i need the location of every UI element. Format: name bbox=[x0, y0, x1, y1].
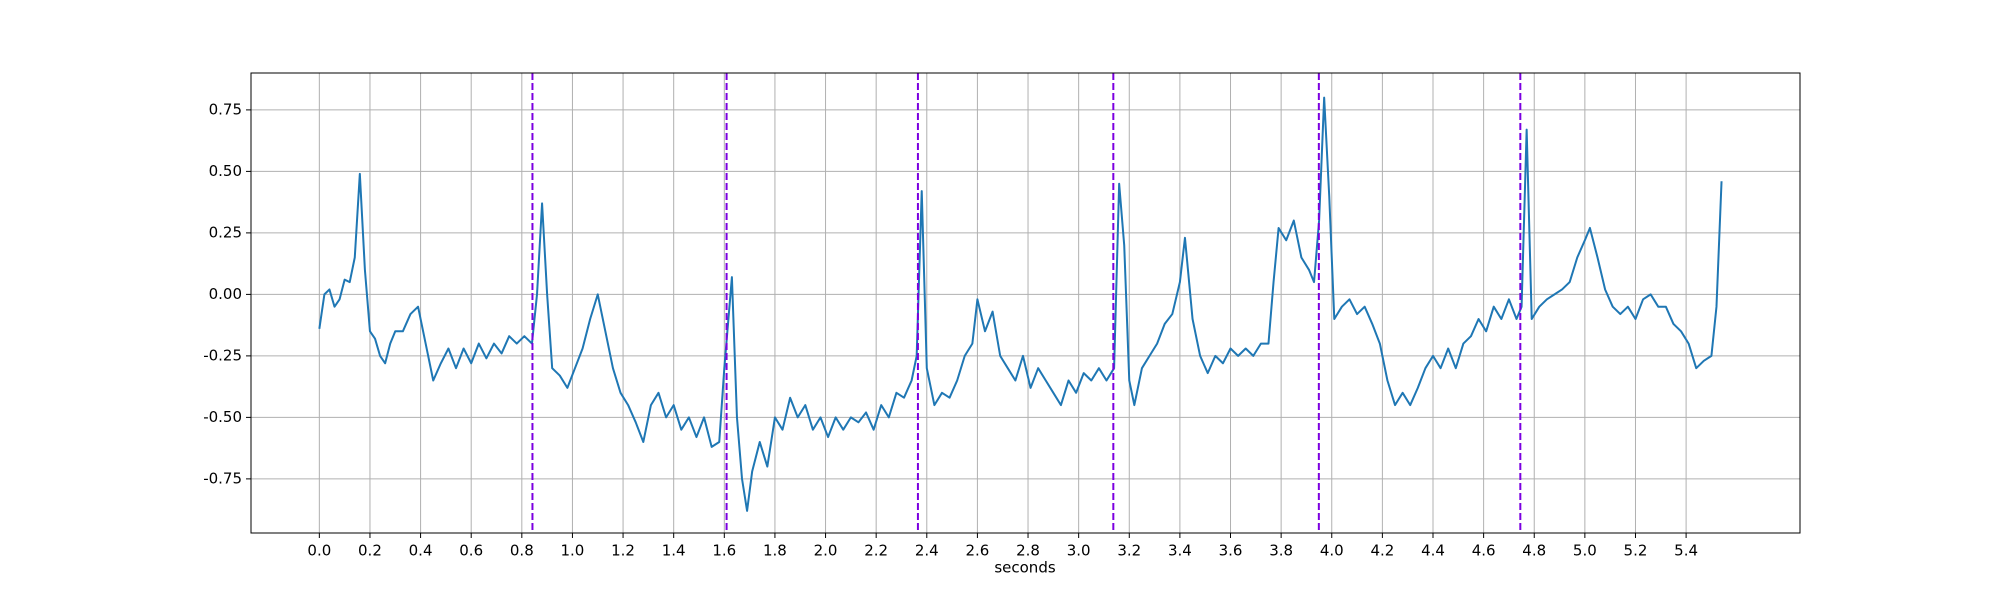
x-tick-label: 1.8 bbox=[763, 542, 787, 560]
x-tick-label: 1.2 bbox=[611, 542, 635, 560]
y-tick-label: -0.50 bbox=[203, 408, 242, 426]
x-tick-label: 3.4 bbox=[1168, 542, 1192, 560]
x-tick-label: 4.4 bbox=[1421, 542, 1445, 560]
plot-frame bbox=[250, 72, 1801, 534]
x-tick-label: 2.6 bbox=[965, 542, 989, 560]
x-tick-label: 5.0 bbox=[1573, 542, 1597, 560]
x-tick-label: 2.8 bbox=[1016, 542, 1040, 560]
x-tick-label: 0.0 bbox=[307, 542, 331, 560]
x-tick-label: 4.2 bbox=[1370, 542, 1394, 560]
y-tick-label: 0.50 bbox=[209, 162, 242, 180]
x-tick-label: 3.8 bbox=[1269, 542, 1293, 560]
y-tick-label: -0.75 bbox=[203, 469, 242, 487]
x-tick-label: 4.6 bbox=[1472, 542, 1496, 560]
x-tick-label: 5.2 bbox=[1624, 542, 1648, 560]
x-tick-label: 5.4 bbox=[1674, 542, 1698, 560]
x-tick-label: 2.2 bbox=[864, 542, 888, 560]
x-tick-label: 4.8 bbox=[1522, 542, 1546, 560]
x-tick-label: 3.2 bbox=[1117, 542, 1141, 560]
x-tick-label: 0.2 bbox=[358, 542, 382, 560]
x-tick-label: 1.4 bbox=[662, 542, 686, 560]
x-axis-label: seconds bbox=[994, 559, 1055, 577]
x-tick-label: 0.4 bbox=[409, 542, 433, 560]
y-tick-label: 0.25 bbox=[209, 223, 242, 241]
x-tick-label: 4.0 bbox=[1320, 542, 1344, 560]
x-tick-label: 3.6 bbox=[1219, 542, 1243, 560]
y-tick-label: 0.00 bbox=[209, 285, 242, 303]
x-tick-label: 2.4 bbox=[915, 542, 939, 560]
x-tick-label: 0.8 bbox=[510, 542, 534, 560]
y-tick-label: 0.75 bbox=[209, 100, 242, 118]
x-tick-label: 3.0 bbox=[1067, 542, 1091, 560]
signal-line bbox=[318, 96, 1723, 512]
y-tick-label: -0.25 bbox=[203, 346, 242, 364]
x-tick-label: 2.0 bbox=[814, 542, 838, 560]
x-tick-label: 1.6 bbox=[712, 542, 736, 560]
x-tick-label: 0.6 bbox=[459, 542, 483, 560]
x-tick-label: 1.0 bbox=[561, 542, 585, 560]
